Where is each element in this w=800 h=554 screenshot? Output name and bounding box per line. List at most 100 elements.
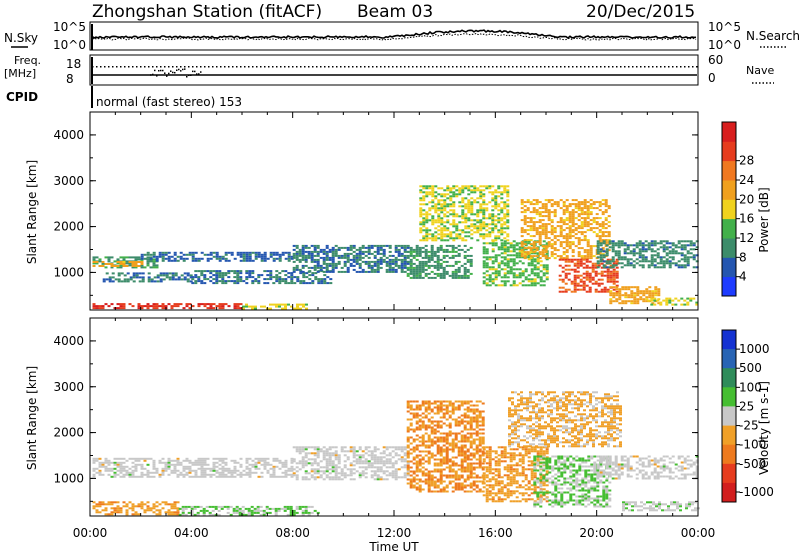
scatter-cell bbox=[500, 225, 504, 228]
nave-point bbox=[220, 66, 222, 68]
scatter-cell bbox=[439, 488, 443, 491]
scatter-cell bbox=[463, 484, 467, 487]
scatter-cell bbox=[439, 264, 443, 267]
scatter-cell bbox=[520, 253, 524, 256]
scatter-cell bbox=[236, 307, 240, 310]
scatter-cell bbox=[446, 205, 450, 208]
scatter-cell bbox=[460, 454, 464, 457]
scatter-cell bbox=[263, 251, 267, 254]
scatter-cell bbox=[582, 272, 586, 275]
scatter-cell bbox=[448, 426, 452, 429]
scatter-cell bbox=[292, 474, 296, 477]
scatter-cell bbox=[571, 217, 575, 220]
scatter-cell bbox=[305, 307, 308, 310]
scatter-cell bbox=[430, 408, 434, 411]
scatter-cell bbox=[101, 503, 105, 506]
scatter-cell bbox=[227, 469, 231, 472]
scatter-cell bbox=[296, 278, 300, 281]
scatter-cell bbox=[137, 459, 141, 462]
scatter-cell bbox=[436, 262, 440, 265]
scatter-cell bbox=[633, 294, 637, 297]
scatter-cell bbox=[284, 270, 288, 273]
scatter-cell bbox=[203, 276, 207, 279]
scatter-cell bbox=[659, 240, 663, 243]
scatter-cell bbox=[550, 219, 554, 222]
scatter-cell bbox=[641, 266, 645, 269]
scatter-cell bbox=[442, 448, 446, 451]
scatter-cell bbox=[304, 476, 308, 479]
scatter-cell bbox=[194, 282, 198, 285]
scatter-cell bbox=[425, 195, 429, 198]
scatter-cell bbox=[448, 442, 452, 445]
scatter-cell bbox=[573, 278, 577, 281]
scatter-cell bbox=[650, 264, 654, 267]
scatter-cell bbox=[449, 191, 453, 194]
scatter-cell bbox=[538, 239, 542, 242]
scatter-cell bbox=[479, 227, 483, 230]
scatter-cell bbox=[689, 252, 693, 255]
scatter-cell bbox=[523, 221, 527, 224]
scatter-cell bbox=[479, 235, 483, 238]
scatter-cell bbox=[161, 457, 165, 460]
scatter-cell bbox=[191, 255, 195, 258]
scatter-cell bbox=[463, 438, 467, 441]
scatter-cell bbox=[251, 305, 254, 308]
scatter-cell bbox=[503, 203, 507, 206]
scatter-cell bbox=[451, 264, 455, 267]
scatter-cell bbox=[562, 213, 566, 216]
colorbar-swatch bbox=[722, 257, 736, 278]
scatter-cell bbox=[182, 469, 186, 472]
scatter-cell bbox=[506, 272, 510, 275]
scatter-cell bbox=[391, 466, 395, 469]
scatter-cell bbox=[433, 250, 437, 253]
scatter-cell bbox=[185, 473, 189, 476]
scatter-cell bbox=[482, 237, 486, 240]
scatter-cell bbox=[403, 262, 407, 265]
scatter-cell bbox=[650, 244, 654, 247]
scatter-cell bbox=[654, 292, 658, 295]
scatter-cell bbox=[176, 457, 180, 460]
scatter-cell bbox=[674, 262, 678, 265]
scatter-cell bbox=[418, 268, 422, 271]
nave-point bbox=[332, 66, 334, 68]
scatter-cell bbox=[574, 229, 578, 232]
scatter-cell bbox=[406, 244, 410, 247]
scatter-cell bbox=[565, 209, 569, 212]
scatter-cell bbox=[328, 468, 332, 471]
scatter-cell bbox=[113, 265, 117, 267]
scatter-cell bbox=[307, 458, 311, 461]
scatter-cell bbox=[415, 454, 419, 457]
scatter-cell bbox=[653, 244, 657, 247]
scatter-cell bbox=[565, 233, 569, 236]
noise-left-tick-low: 10^0 bbox=[53, 38, 86, 52]
scatter-cell bbox=[152, 303, 156, 306]
scatter-cell bbox=[272, 251, 276, 254]
scatter-cell bbox=[644, 244, 648, 247]
scatter-cell bbox=[131, 505, 135, 508]
scatter-cell bbox=[485, 209, 489, 212]
scatter-cell bbox=[355, 254, 359, 257]
scatter-cell bbox=[512, 272, 516, 275]
scatter-cell bbox=[266, 274, 270, 277]
scatter-cell bbox=[632, 244, 636, 247]
scatter-cell bbox=[550, 199, 554, 202]
scatter-cell bbox=[454, 472, 458, 475]
scatter-cell bbox=[553, 211, 557, 214]
scatter-cell bbox=[592, 207, 596, 210]
scatter-cell bbox=[173, 513, 177, 516]
scatter-cell bbox=[269, 278, 273, 281]
scatter-cell bbox=[158, 513, 162, 516]
scatter-cell bbox=[373, 450, 377, 453]
nave-point bbox=[540, 66, 542, 68]
scatter-cell bbox=[131, 509, 135, 512]
scatter-cell bbox=[538, 207, 542, 210]
scatter-cell bbox=[604, 239, 608, 242]
scatter-cell bbox=[281, 465, 285, 468]
scatter-cell bbox=[358, 454, 362, 457]
scatter-cell bbox=[530, 278, 534, 281]
scatter-cell bbox=[176, 259, 180, 262]
scatter-cell bbox=[311, 280, 315, 283]
scatter-cell bbox=[470, 229, 474, 232]
scatter-cell bbox=[595, 217, 599, 220]
